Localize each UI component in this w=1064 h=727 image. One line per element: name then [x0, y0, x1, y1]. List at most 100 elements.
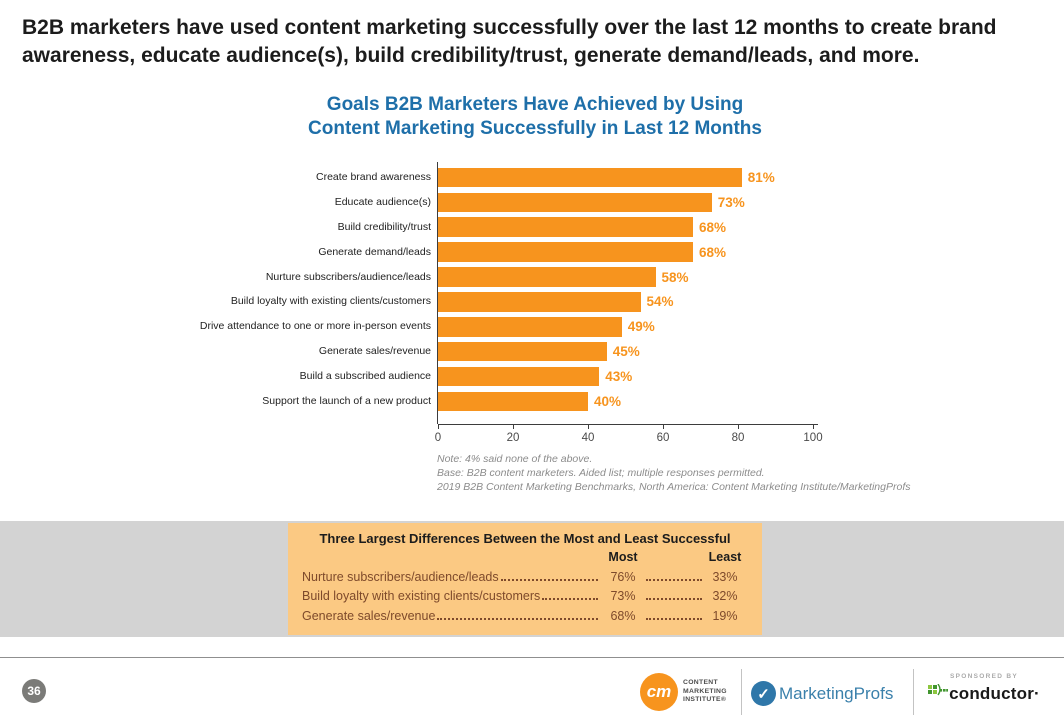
cmi-logo-text: CONTENT MARKETING INSTITUTE®	[683, 679, 727, 705]
differences-row-label: Generate sales/revenue	[302, 608, 436, 623]
bar-wrap: 40%	[438, 391, 622, 412]
differences-most-value: 73%	[610, 589, 636, 603]
cmi-logo: cm CONTENT MARKETING INSTITUTE®	[640, 673, 727, 711]
dotted-leader	[646, 617, 702, 620]
bar-wrap: 43%	[438, 366, 633, 387]
bar-wrap: 49%	[438, 317, 655, 337]
bar-value-label: 45%	[612, 344, 640, 360]
differences-row-label: Nurture subscribers/audience/leads	[302, 569, 499, 584]
chart-row: Generate sales/revenue 45%	[180, 339, 880, 364]
bar-value-label: 81%	[747, 169, 775, 185]
bar-wrap: 45%	[438, 341, 640, 362]
chart-row: Nurture subscribers/audience/leads 58%	[180, 265, 880, 290]
differences-panel-rows: Nurture subscribers/audience/leads 76% 33%…	[302, 564, 748, 623]
x-axis-tick-label: 20	[506, 432, 520, 444]
chart-row: Educate audience(s) 73%	[180, 190, 880, 215]
chart-x-axis: 0 20 40 60 80 100	[435, 424, 823, 444]
x-axis-tick-label: 40	[581, 432, 595, 444]
cmi-monogram-icon: cm	[640, 673, 678, 711]
bar	[438, 317, 622, 337]
x-axis-tick-label: 60	[656, 432, 670, 444]
chart-row: Generate demand/leads 68%	[180, 240, 880, 265]
bar-value-label: 68%	[699, 244, 727, 260]
differences-row: Generate sales/revenue 68% 19%	[302, 603, 748, 623]
x-axis-tick	[813, 424, 814, 429]
header-spacer	[302, 550, 600, 564]
differences-least-value: 32%	[712, 589, 738, 603]
bar	[438, 167, 742, 188]
differences-least-value: 33%	[712, 569, 738, 584]
chart-row: Create brand awareness 81%	[180, 165, 880, 190]
bar-value-label: 68%	[699, 219, 727, 235]
bar-wrap: 73%	[438, 192, 745, 213]
category-label: Generate demand/leads	[318, 245, 431, 258]
bar	[438, 192, 712, 213]
cmi-text-line: MARKETING	[683, 687, 727, 695]
category-label: Build credibility/trust	[337, 220, 431, 233]
category-label: Create brand awareness	[316, 170, 431, 183]
bar	[438, 242, 693, 262]
bar	[438, 267, 656, 287]
chart-title-line: Content Marketing Successfully in Last 1…	[308, 118, 762, 139]
bar-value-label: 40%	[594, 393, 622, 409]
source-note-line: 2019 B2B Content Marketing Benchmarks, N…	[437, 481, 911, 493]
bar	[438, 217, 693, 237]
differences-row-label: Build loyalty with existing clients/cust…	[302, 589, 541, 603]
bar-wrap: 54%	[438, 292, 674, 312]
differences-panel-title: Three Largest Differences Between the Mo…	[319, 531, 731, 546]
x-axis-tick-label: 0	[434, 432, 442, 444]
footer-divider-1	[741, 669, 742, 715]
bar	[438, 366, 600, 387]
bar-wrap: 58%	[438, 267, 689, 287]
sponsor-block: SPONSORED BY conductor·	[922, 673, 1046, 704]
category-label: Educate audience(s)	[334, 195, 431, 208]
x-axis-tick	[663, 424, 664, 429]
cmi-text-line: CONTENT	[683, 679, 718, 687]
category-label: Drive attendance to one or more in-perso…	[199, 320, 431, 333]
chart-row: Build a subscribed audience 43%	[180, 364, 880, 389]
x-axis-tick	[588, 424, 589, 429]
x-axis-tick	[738, 424, 739, 429]
differences-most-value: 68%	[610, 608, 636, 623]
source-note-line: Base: B2B content marketers. Aided list;…	[437, 467, 765, 479]
bar-wrap: 68%	[438, 242, 726, 262]
differences-least-value: 19%	[712, 608, 738, 623]
chart-title: Goals B2B Marketers Have Achieved by Usi…	[190, 93, 880, 141]
bar-value-label: 58%	[661, 269, 689, 285]
dotted-leader	[437, 617, 598, 620]
dotted-leader	[500, 578, 598, 581]
bar-value-label: 54%	[646, 294, 674, 310]
chart-y-axis-line	[437, 162, 438, 424]
bar-value-label: 49%	[627, 319, 655, 335]
x-axis-tick-label: 100	[803, 432, 823, 444]
header-gap	[646, 550, 702, 564]
marketingprofs-logo-text: MarketingProfs	[779, 683, 894, 703]
bar-value-label: 73%	[717, 194, 745, 210]
dotted-leader	[646, 598, 702, 600]
category-label: Support the launch of a new product	[262, 394, 431, 407]
bar-wrap: 68%	[438, 217, 726, 237]
chart-row: Drive attendance to one or more in-perso…	[180, 314, 880, 339]
category-label: Build a subscribed audience	[299, 370, 431, 383]
differences-row: Nurture subscribers/audience/leads 76% 33%	[302, 564, 748, 584]
category-label: Build loyalty with existing clients/cust…	[230, 295, 431, 308]
chart-row: Support the launch of a new product 40%	[180, 389, 880, 414]
dotted-leader	[646, 578, 702, 581]
chart-source-notes: Note: 4% said none of the above. Base: B2…	[437, 452, 911, 494]
differences-most-value: 76%	[610, 569, 636, 584]
headline-line: B2B marketers have used content marketin…	[22, 16, 997, 39]
bar-value-label: 43%	[605, 369, 633, 385]
differences-panel-header: Most Least	[302, 550, 748, 564]
headline-line: awareness, educate audience(s), build cr…	[22, 44, 920, 67]
bar	[438, 391, 588, 412]
bar	[438, 341, 607, 362]
sponsored-by-label: SPONSORED BY	[950, 673, 1018, 680]
differences-panel: Three Largest Differences Between the Mo…	[288, 523, 762, 635]
footer-divider-2	[913, 669, 914, 715]
column-header-most: Most	[608, 550, 638, 564]
conductor-logo-text: conductor·	[949, 684, 1040, 703]
differences-row: Build loyalty with existing clients/cust…	[302, 584, 748, 603]
dotted-leader	[542, 598, 598, 600]
conductor-logo: conductor·	[922, 684, 1046, 704]
page-number-badge: 36	[22, 679, 46, 703]
